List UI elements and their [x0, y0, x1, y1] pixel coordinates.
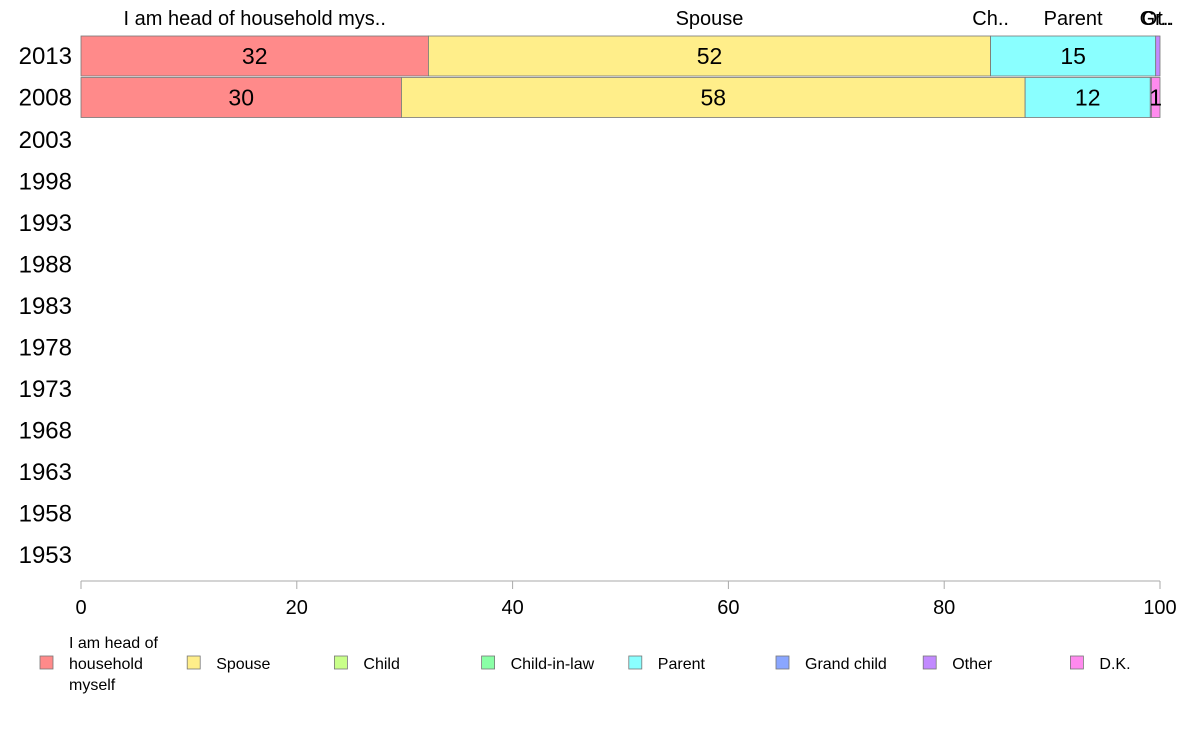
legend-item: I am head of household myself — [39, 635, 159, 694]
year-label: 1968 — [19, 418, 72, 445]
legend-swatch — [628, 655, 643, 670]
year-label: 1963 — [19, 459, 72, 486]
data-label: 30 — [228, 85, 254, 111]
bar-row-2013: 32 52 15 — [80, 35, 1161, 77]
legend-label: Other — [952, 656, 993, 673]
bar-segment — [1024, 77, 1151, 118]
bar-segment — [1155, 35, 1161, 77]
legend: I am head of household myself Spouse Child Ch… — [39, 635, 1131, 694]
year-label: 1993 — [19, 210, 72, 237]
bar-rows: 32 52 15 30 58 12 1 — [80, 35, 1162, 118]
year-axis-labels: 2013 2008 2003 1998 1993 1988 1983 1978 1973 1968… — [19, 43, 72, 569]
legend-item: D.K. — [1070, 655, 1131, 673]
series-header-label: I am head of household mys.. — [124, 8, 386, 30]
x-tick-label: 20 — [286, 597, 308, 619]
bar-segment — [1150, 77, 1161, 118]
legend-item: Child — [333, 655, 400, 673]
x-axis: 0 20 40 60 80 100 — [75, 580, 1177, 619]
data-label: 58 — [700, 85, 726, 111]
legend-swatch — [481, 655, 496, 670]
legend-label: D.K. — [1099, 656, 1130, 673]
x-tick-label: 100 — [1143, 597, 1176, 619]
x-tick-label: 0 — [75, 597, 86, 619]
legend-item: Other — [922, 655, 993, 673]
legend-label: Parent — [658, 656, 706, 673]
x-tick-label: 80 — [933, 597, 955, 619]
year-label: 2008 — [19, 85, 72, 112]
legend-swatch — [775, 655, 790, 670]
legend-swatch — [186, 655, 201, 670]
series-header-label: Spouse — [676, 8, 744, 30]
series-header-labels: I am head of household mys.. Spouse Ch.. Pa… — [124, 8, 1174, 30]
series-header-label: Gr.. — [1140, 8, 1172, 30]
legend-swatch — [922, 655, 937, 670]
legend-item: Grand child — [775, 655, 887, 673]
legend-item: Child-in-law — [481, 655, 595, 673]
legend-label: Child-in-law — [511, 656, 595, 673]
year-label: 1978 — [19, 335, 72, 362]
data-label: 15 — [1060, 43, 1086, 69]
bar-row-2008: 30 58 12 1 — [80, 77, 1162, 118]
legend-item: Spouse — [186, 655, 271, 673]
year-label: 1958 — [19, 501, 72, 528]
legend-label: Grand child — [805, 656, 887, 673]
legend-swatch — [1070, 655, 1084, 670]
x-tick-label: 40 — [501, 597, 523, 619]
legend-label: Spouse — [216, 656, 270, 673]
legend-item: Parent — [628, 655, 706, 673]
data-label: 52 — [697, 43, 723, 69]
legend-label: household — [69, 656, 143, 673]
bar-segment — [428, 35, 991, 77]
x-tick-label: 60 — [717, 597, 739, 619]
year-label: 1953 — [19, 542, 72, 569]
legend-swatch — [39, 655, 54, 670]
year-label: 2003 — [19, 127, 72, 154]
legend-label: I am head of — [69, 635, 159, 652]
data-label: 12 — [1075, 85, 1101, 111]
data-label: 1 — [1149, 85, 1162, 111]
legend-swatch — [333, 655, 348, 670]
bar-segment — [401, 77, 1026, 118]
year-label: 2013 — [19, 43, 72, 70]
series-header-label: Ot.. — [1142, 8, 1174, 30]
year-label: 1988 — [19, 252, 72, 279]
legend-label: myself — [69, 677, 116, 694]
series-header-label: Parent — [1044, 8, 1103, 30]
year-label: 1973 — [19, 376, 72, 403]
year-label: 1983 — [19, 293, 72, 320]
year-label: 1998 — [19, 169, 72, 196]
legend-label: Child — [363, 656, 399, 673]
data-label: 32 — [242, 43, 268, 69]
series-header-label: Ch.. — [972, 8, 1009, 30]
